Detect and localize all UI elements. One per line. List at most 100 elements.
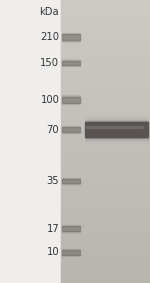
- Bar: [61, 92, 150, 93]
- Bar: [61, 7, 150, 8]
- Text: kDa: kDa: [40, 7, 59, 17]
- Text: 70: 70: [47, 125, 59, 135]
- Bar: [61, 88, 150, 89]
- Bar: [61, 99, 150, 100]
- Bar: [61, 71, 150, 72]
- Bar: [61, 110, 150, 112]
- Bar: [61, 273, 150, 275]
- Bar: [61, 52, 150, 54]
- Bar: [61, 81, 150, 82]
- Bar: [61, 181, 150, 183]
- Bar: [61, 31, 150, 33]
- Bar: [61, 190, 150, 191]
- Bar: [61, 47, 150, 48]
- Bar: [61, 10, 150, 11]
- Bar: [61, 266, 150, 267]
- Bar: [85, 119, 148, 120]
- Bar: [61, 156, 150, 157]
- Bar: [61, 76, 150, 78]
- Bar: [61, 116, 150, 117]
- Bar: [61, 134, 150, 136]
- Bar: [61, 194, 150, 195]
- Bar: [61, 200, 150, 201]
- Bar: [61, 275, 150, 276]
- Bar: [61, 140, 150, 142]
- Bar: [61, 69, 150, 71]
- Bar: [61, 239, 150, 241]
- Bar: [61, 143, 150, 144]
- Bar: [61, 246, 150, 248]
- Bar: [61, 137, 150, 139]
- Bar: [61, 187, 150, 188]
- Bar: [61, 68, 150, 69]
- Bar: [61, 34, 150, 35]
- Bar: [61, 259, 150, 260]
- Bar: [61, 221, 150, 222]
- Bar: [62, 96, 80, 97]
- Bar: [61, 35, 150, 37]
- Bar: [61, 103, 150, 105]
- Bar: [62, 103, 80, 104]
- Bar: [61, 62, 150, 64]
- Bar: [61, 150, 150, 151]
- Bar: [61, 108, 150, 109]
- Bar: [61, 33, 150, 34]
- Bar: [61, 168, 150, 170]
- Bar: [61, 225, 150, 226]
- Bar: [61, 78, 150, 79]
- Bar: [85, 138, 148, 139]
- Bar: [61, 243, 150, 245]
- Bar: [61, 151, 150, 153]
- Bar: [61, 265, 150, 266]
- Bar: [61, 82, 150, 83]
- Bar: [61, 17, 150, 18]
- Bar: [61, 21, 150, 23]
- Bar: [61, 30, 150, 31]
- Bar: [61, 42, 150, 44]
- Bar: [61, 157, 150, 158]
- Bar: [61, 269, 150, 270]
- Bar: [61, 144, 150, 146]
- Bar: [61, 201, 150, 202]
- Bar: [61, 1, 150, 3]
- Bar: [61, 37, 150, 38]
- Bar: [61, 180, 150, 181]
- Bar: [61, 0, 150, 1]
- Bar: [85, 142, 148, 143]
- Bar: [61, 20, 150, 21]
- Bar: [61, 214, 150, 215]
- Bar: [61, 115, 150, 116]
- Bar: [61, 112, 150, 113]
- Bar: [61, 129, 150, 130]
- Bar: [61, 197, 150, 198]
- Text: 100: 100: [40, 95, 59, 105]
- Bar: [61, 146, 150, 147]
- Bar: [61, 50, 150, 51]
- Bar: [61, 188, 150, 190]
- Bar: [61, 147, 150, 149]
- Bar: [61, 215, 150, 216]
- Bar: [61, 38, 150, 40]
- Bar: [61, 64, 150, 65]
- Bar: [61, 158, 150, 160]
- Bar: [61, 142, 150, 143]
- Bar: [61, 93, 150, 95]
- Bar: [61, 224, 150, 225]
- Bar: [61, 24, 150, 25]
- Bar: [61, 260, 150, 262]
- Bar: [85, 118, 148, 119]
- Bar: [61, 106, 150, 108]
- Bar: [62, 61, 80, 65]
- Bar: [61, 192, 150, 194]
- Bar: [61, 248, 150, 249]
- Bar: [61, 184, 150, 185]
- Bar: [61, 228, 150, 229]
- Bar: [61, 198, 150, 200]
- Bar: [61, 183, 150, 184]
- Bar: [61, 252, 150, 253]
- Bar: [61, 280, 150, 282]
- Bar: [61, 185, 150, 187]
- Bar: [62, 179, 80, 183]
- Bar: [61, 263, 150, 265]
- Bar: [61, 207, 150, 208]
